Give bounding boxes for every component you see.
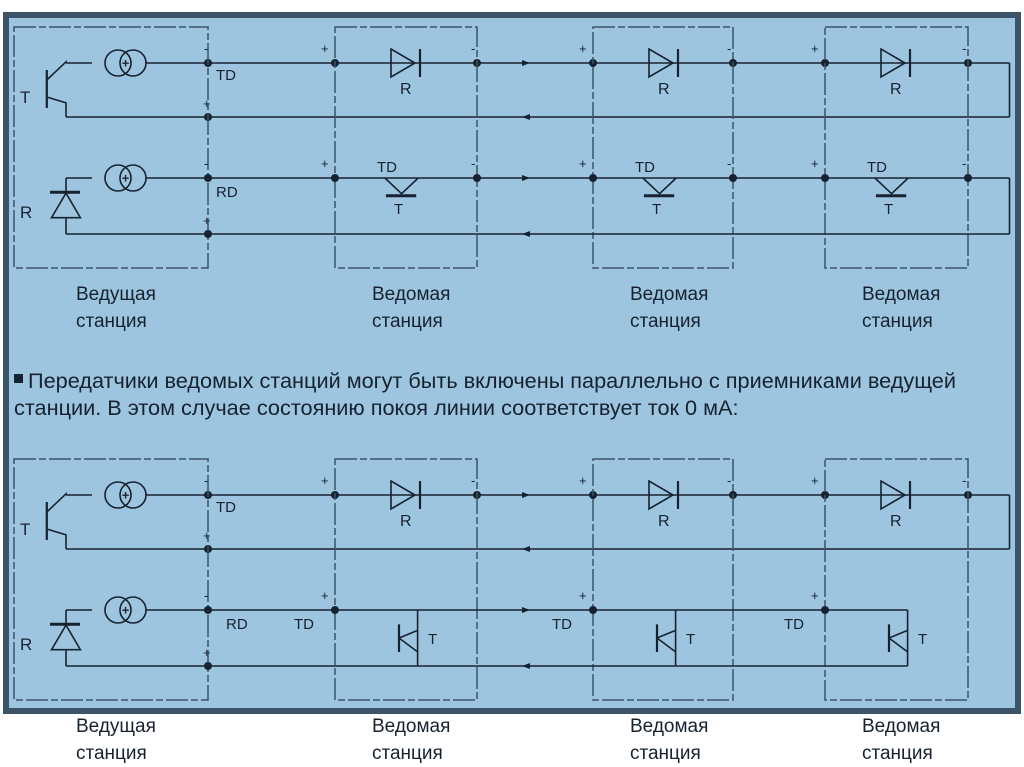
svg-text:+: + [203, 213, 211, 228]
svg-text:+: + [811, 588, 819, 603]
svg-text:Ведомая: Ведомая [630, 284, 708, 305]
svg-text:+: + [579, 156, 587, 171]
svg-text:-: - [727, 156, 731, 171]
svg-text:-: - [962, 156, 966, 171]
svg-text:TD: TD [867, 159, 887, 176]
svg-text:Передатчики ведомых станций мо: Передатчики ведомых станций могут быть в… [28, 368, 956, 393]
svg-text:RD: RD [216, 184, 238, 201]
svg-text:T: T [918, 631, 927, 648]
svg-text:+: + [579, 41, 587, 56]
svg-text:станция: станция [372, 743, 443, 764]
svg-text:станции. В этом случае состоян: станции. В этом случае состоянию покоя л… [14, 395, 739, 420]
svg-text:станция: станция [862, 743, 933, 764]
svg-text:станция: станция [862, 311, 933, 332]
svg-text:+: + [122, 56, 130, 71]
svg-text:TD: TD [552, 616, 572, 633]
svg-text:станция: станция [372, 311, 443, 332]
svg-text:+: + [203, 528, 211, 543]
svg-text:+: + [321, 473, 329, 488]
svg-text:R: R [890, 81, 902, 98]
svg-text:+: + [321, 156, 329, 171]
svg-text:R: R [658, 513, 670, 530]
svg-text:+: + [321, 41, 329, 56]
svg-text:+: + [811, 41, 819, 56]
svg-text:T: T [20, 88, 30, 107]
svg-text:-: - [962, 473, 966, 488]
svg-text:R: R [400, 513, 412, 530]
svg-text:Ведомая: Ведомая [630, 716, 708, 737]
svg-text:+: + [203, 645, 211, 660]
svg-text:-: - [962, 41, 966, 56]
svg-text:-: - [727, 473, 731, 488]
svg-text:+: + [579, 473, 587, 488]
svg-text:Ведомая: Ведомая [372, 716, 450, 737]
svg-text:+: + [122, 488, 130, 503]
svg-text:Ведомая: Ведомая [862, 716, 940, 737]
svg-text:R: R [20, 203, 32, 222]
svg-text:Ведомая: Ведомая [372, 284, 450, 305]
svg-text:+: + [122, 603, 130, 618]
svg-text:+: + [203, 96, 211, 111]
svg-text:TD: TD [635, 159, 655, 176]
svg-text:Ведомая: Ведомая [862, 284, 940, 305]
svg-text:-: - [204, 588, 208, 603]
svg-text:-: - [204, 156, 208, 171]
svg-text:станция: станция [630, 743, 701, 764]
svg-text:+: + [122, 171, 130, 186]
svg-text:TD: TD [216, 499, 236, 516]
svg-text:R: R [400, 81, 412, 98]
svg-text:T: T [394, 201, 403, 218]
svg-text:Ведущая: Ведущая [76, 716, 156, 737]
svg-text:станция: станция [630, 311, 701, 332]
svg-text:T: T [652, 201, 661, 218]
svg-text:TD: TD [216, 67, 236, 84]
svg-text:T: T [20, 520, 30, 539]
svg-text:T: T [428, 631, 437, 648]
svg-text:T: T [884, 201, 893, 218]
svg-text:+: + [579, 588, 587, 603]
svg-text:станция: станция [76, 743, 147, 764]
svg-text:R: R [890, 513, 902, 530]
svg-text:TD: TD [377, 159, 397, 176]
svg-text:R: R [658, 81, 670, 98]
svg-text:-: - [471, 41, 475, 56]
svg-text:RD: RD [226, 616, 248, 633]
svg-text:R: R [20, 635, 32, 654]
svg-text:TD: TD [784, 616, 804, 633]
svg-text:T: T [686, 631, 695, 648]
svg-text:+: + [811, 473, 819, 488]
svg-text:-: - [727, 41, 731, 56]
svg-text:-: - [471, 473, 475, 488]
svg-text:TD: TD [294, 616, 314, 633]
svg-text:-: - [471, 156, 475, 171]
svg-text:+: + [811, 156, 819, 171]
svg-text:+: + [321, 588, 329, 603]
svg-text:станция: станция [76, 311, 147, 332]
svg-text:Ведущая: Ведущая [76, 284, 156, 305]
